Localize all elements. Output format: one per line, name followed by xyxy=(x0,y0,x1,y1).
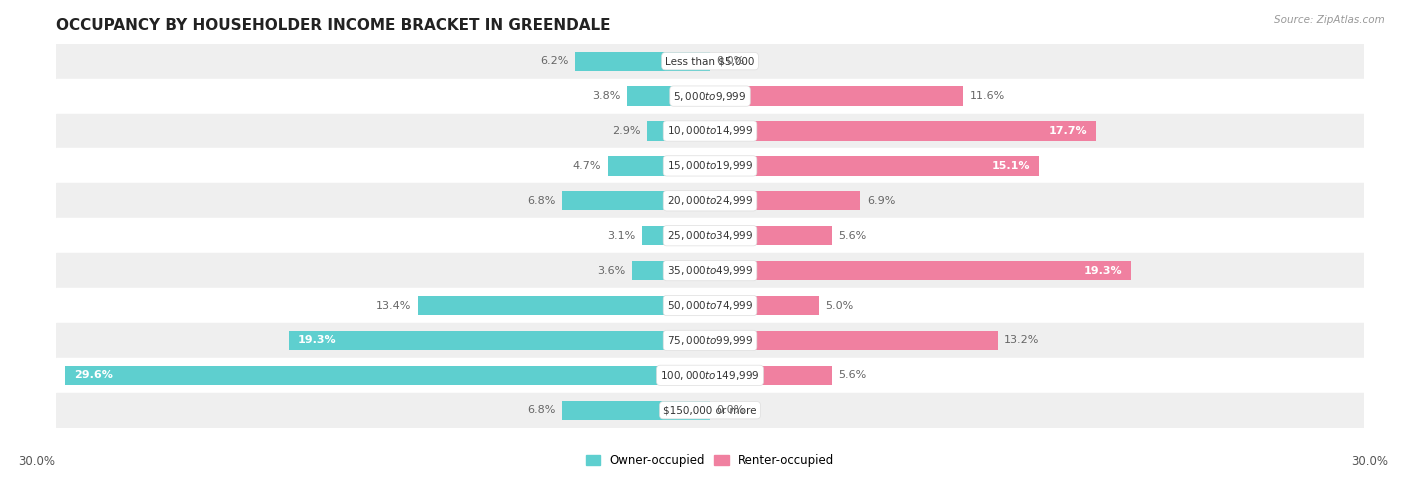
Text: 19.3%: 19.3% xyxy=(298,335,337,346)
Text: 30.0%: 30.0% xyxy=(18,455,55,468)
Bar xyxy=(710,191,860,210)
Text: 0.0%: 0.0% xyxy=(717,56,745,66)
Text: $150,000 or more: $150,000 or more xyxy=(664,405,756,415)
Bar xyxy=(562,400,710,420)
Text: 6.2%: 6.2% xyxy=(540,56,568,66)
Bar xyxy=(56,323,1364,358)
Text: 11.6%: 11.6% xyxy=(969,91,1005,101)
Bar xyxy=(56,114,1364,148)
Text: Source: ZipAtlas.com: Source: ZipAtlas.com xyxy=(1274,15,1385,25)
Text: 3.8%: 3.8% xyxy=(592,91,620,101)
Bar xyxy=(710,156,1039,175)
Text: $10,000 to $14,999: $10,000 to $14,999 xyxy=(666,124,754,138)
Text: 29.6%: 29.6% xyxy=(73,370,112,381)
Bar xyxy=(290,331,710,350)
Bar xyxy=(418,296,710,315)
Text: 13.2%: 13.2% xyxy=(1004,335,1039,346)
Bar xyxy=(56,393,1364,428)
Text: 4.7%: 4.7% xyxy=(572,161,602,171)
Bar xyxy=(562,191,710,210)
Bar xyxy=(647,122,710,140)
Bar xyxy=(607,156,710,175)
Text: OCCUPANCY BY HOUSEHOLDER INCOME BRACKET IN GREENDALE: OCCUPANCY BY HOUSEHOLDER INCOME BRACKET … xyxy=(56,18,610,33)
Bar xyxy=(643,226,710,245)
Bar xyxy=(710,366,832,385)
Text: 0.0%: 0.0% xyxy=(717,405,745,415)
Bar xyxy=(56,218,1364,253)
Bar xyxy=(56,183,1364,218)
Text: $20,000 to $24,999: $20,000 to $24,999 xyxy=(666,194,754,208)
Text: 6.8%: 6.8% xyxy=(527,405,555,415)
Text: 5.6%: 5.6% xyxy=(838,370,868,381)
Text: Less than $5,000: Less than $5,000 xyxy=(665,56,755,66)
Text: $15,000 to $19,999: $15,000 to $19,999 xyxy=(666,159,754,173)
Text: 19.3%: 19.3% xyxy=(1083,266,1122,276)
Text: 30.0%: 30.0% xyxy=(1351,455,1388,468)
Bar xyxy=(56,253,1364,288)
Bar xyxy=(710,122,1095,140)
Text: 5.6%: 5.6% xyxy=(838,231,868,241)
Text: 6.9%: 6.9% xyxy=(868,196,896,206)
Bar xyxy=(56,79,1364,114)
Bar xyxy=(627,87,710,105)
Bar xyxy=(710,226,832,245)
Text: 2.9%: 2.9% xyxy=(612,126,640,136)
Text: $5,000 to $9,999: $5,000 to $9,999 xyxy=(673,89,747,103)
Text: $25,000 to $34,999: $25,000 to $34,999 xyxy=(666,229,754,242)
Text: $50,000 to $74,999: $50,000 to $74,999 xyxy=(666,299,754,312)
Bar xyxy=(710,261,1130,280)
Bar xyxy=(575,52,710,71)
Bar xyxy=(56,288,1364,323)
Text: 15.1%: 15.1% xyxy=(991,161,1031,171)
Legend: Owner-occupied, Renter-occupied: Owner-occupied, Renter-occupied xyxy=(581,449,839,472)
Bar xyxy=(56,358,1364,393)
Bar xyxy=(56,44,1364,79)
Bar xyxy=(56,148,1364,183)
Text: $100,000 to $149,999: $100,000 to $149,999 xyxy=(661,369,759,382)
Bar xyxy=(710,331,998,350)
Text: 5.0%: 5.0% xyxy=(825,300,853,311)
Text: 3.1%: 3.1% xyxy=(607,231,636,241)
Text: 13.4%: 13.4% xyxy=(375,300,412,311)
Bar xyxy=(710,87,963,105)
Text: 17.7%: 17.7% xyxy=(1049,126,1087,136)
Text: 3.6%: 3.6% xyxy=(596,266,626,276)
Text: $75,000 to $99,999: $75,000 to $99,999 xyxy=(666,334,754,347)
Bar xyxy=(631,261,710,280)
Bar xyxy=(710,296,818,315)
Text: $35,000 to $49,999: $35,000 to $49,999 xyxy=(666,264,754,277)
Text: 6.8%: 6.8% xyxy=(527,196,555,206)
Bar xyxy=(65,366,710,385)
